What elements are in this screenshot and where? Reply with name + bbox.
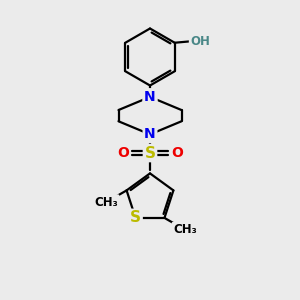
Text: O: O [171, 146, 183, 160]
Text: S: S [130, 210, 141, 225]
Text: CH₃: CH₃ [173, 223, 197, 236]
Text: CH₃: CH₃ [94, 196, 118, 209]
Text: N: N [144, 90, 156, 104]
Text: N: N [144, 128, 156, 141]
Text: N: N [144, 90, 156, 104]
Text: S: S [145, 146, 155, 160]
Text: OH: OH [190, 35, 210, 48]
Text: O: O [117, 146, 129, 160]
